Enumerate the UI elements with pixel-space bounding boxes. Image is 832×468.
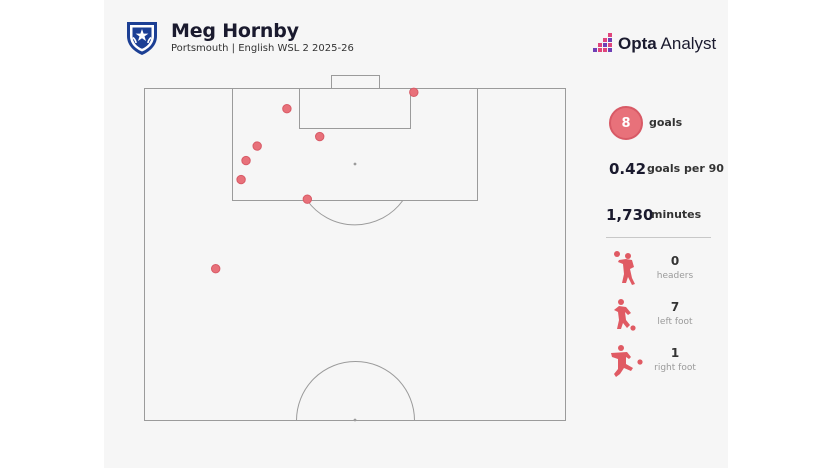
goal-marker-2 xyxy=(315,131,325,142)
left-foot-value: 7 xyxy=(670,300,680,314)
goals-per-90-label: goals per 90 xyxy=(647,162,724,175)
stats-divider xyxy=(606,237,711,238)
six-yard-box xyxy=(299,88,411,129)
left-foot-label: left foot xyxy=(657,317,693,327)
pitch-outline xyxy=(144,88,566,421)
brand-name: Opta Analyst xyxy=(618,34,717,53)
right-foot-player-icon xyxy=(611,345,643,377)
centre-spot xyxy=(353,418,357,422)
goal-frame xyxy=(331,75,380,89)
goal-marker-6 xyxy=(302,194,313,204)
penalty-spot xyxy=(353,162,357,166)
goals-count-badge: 8 xyxy=(609,106,643,140)
penalty-arc xyxy=(306,200,404,226)
headers-label: headers xyxy=(656,271,694,281)
portsmouth-crest-logo xyxy=(127,22,157,55)
goal-markers xyxy=(210,87,419,274)
goal-marker-8 xyxy=(409,87,419,97)
minutes-value: 1,730 xyxy=(606,206,654,224)
goal-marker-7 xyxy=(210,264,221,274)
header-player-icon xyxy=(614,251,635,285)
goal-marker-3 xyxy=(252,141,262,151)
team-competition-subtitle: Portsmouth | English WSL 2 2025-26 xyxy=(171,43,354,54)
goal-marker-4 xyxy=(241,155,251,166)
right-foot-value: 1 xyxy=(670,346,680,360)
graphic-card xyxy=(104,0,728,468)
goal-marker-1 xyxy=(282,104,292,114)
goals-label: goals xyxy=(649,116,683,129)
headers-value: 0 xyxy=(670,254,680,268)
penalty-area xyxy=(232,88,478,201)
right-foot-label: right foot xyxy=(654,363,696,373)
centre-circle xyxy=(296,361,415,421)
left-foot-player-icon xyxy=(614,299,636,331)
goals-per-90-value: 0.42 xyxy=(609,160,647,178)
opta-dots-icon xyxy=(593,33,612,52)
player-name: Meg Hornby xyxy=(171,20,299,42)
goal-marker-5 xyxy=(236,174,246,185)
minutes-label: minutes xyxy=(651,208,702,221)
